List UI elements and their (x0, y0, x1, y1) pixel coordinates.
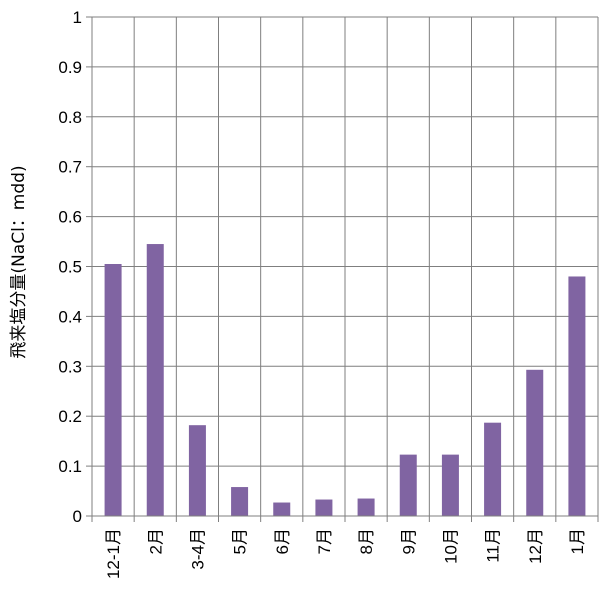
y-tick-label: 0.5 (58, 258, 82, 277)
bar (484, 422, 502, 516)
x-tick-label: 1月 (568, 528, 587, 554)
bar (315, 499, 333, 516)
bar (568, 276, 586, 516)
y-tick-label: 0.4 (58, 307, 82, 326)
bar (399, 454, 417, 516)
bar (441, 454, 459, 516)
bar (188, 425, 206, 516)
y-tick-label: 0.3 (58, 357, 82, 376)
bar (526, 369, 544, 516)
x-tick-label: 6月 (273, 528, 292, 554)
y-tick-label: 0.2 (58, 407, 82, 426)
y-tick-label: 0.8 (58, 108, 82, 127)
grid-lines (91, 16, 599, 516)
y-tick-label: 1 (73, 8, 82, 27)
x-tick-label: 12-1月 (104, 528, 123, 579)
x-tick-label: 5月 (231, 528, 250, 554)
y-tick-label: 0.6 (58, 208, 82, 227)
x-tick-label: 3-4月 (188, 528, 207, 570)
y-tick-label: 0.7 (58, 158, 82, 177)
y-tick-label: 0.9 (58, 58, 82, 77)
y-axis-label: 飛来塩分量(NaCl：mdd) (9, 165, 29, 358)
x-tick-label: 10月 (441, 528, 460, 564)
bar (231, 487, 249, 516)
y-tick-label: 0.1 (58, 457, 82, 476)
bar (104, 264, 122, 516)
bar (357, 498, 375, 516)
y-tick-labels: 0 0.1 0.2 0.3 0.4 0.5 0.6 0.7 0.8 0.9 1 (58, 8, 82, 526)
x-tick-label: 8月 (357, 528, 376, 554)
x-tick-labels: 12-1月 2月 3-4月 5月 6月 7月 8月 9月 10月 11月 12月 1月 (104, 528, 587, 579)
y-tick-label: 0 (73, 507, 82, 526)
bar (273, 502, 291, 516)
bars (104, 244, 586, 517)
x-tick-label: 12月 (526, 528, 545, 564)
x-tick-label: 2月 (146, 528, 165, 554)
x-tick-label: 11月 (484, 528, 503, 563)
x-tick-label: 7月 (315, 528, 334, 554)
x-tick-label: 9月 (399, 528, 418, 554)
bar (146, 244, 164, 517)
axes (86, 16, 599, 522)
